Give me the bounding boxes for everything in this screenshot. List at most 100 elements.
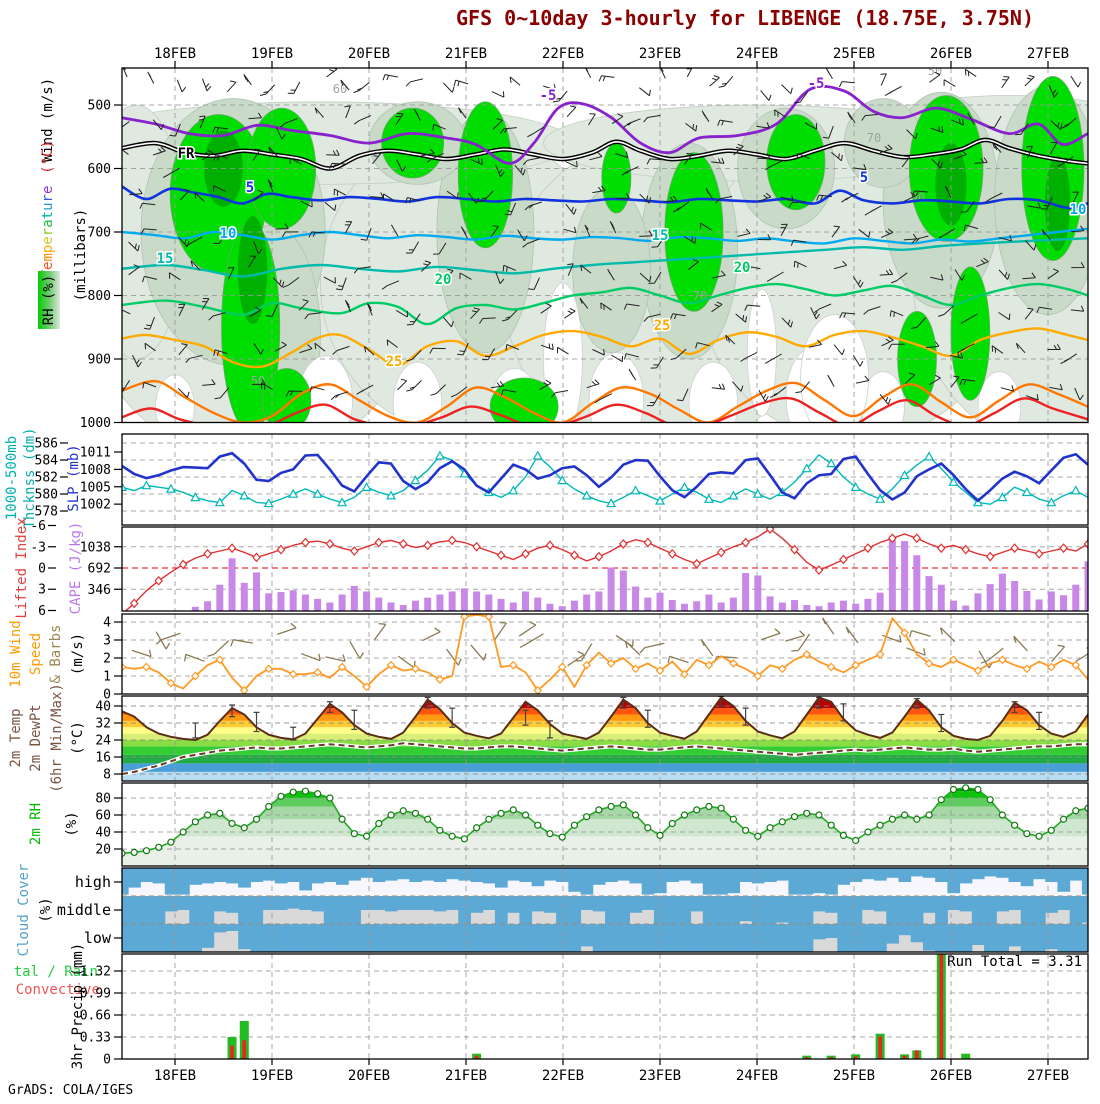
rh-marker	[375, 819, 383, 828]
li-marker	[545, 540, 555, 551]
panel-border	[121, 433, 1089, 526]
cape-bar	[619, 570, 627, 611]
wind-speed-marker	[631, 664, 640, 674]
cloud-bar-low	[122, 924, 129, 952]
wind-barb	[733, 264, 747, 273]
precip-convective-bar	[474, 1055, 479, 1059]
cloud-bar-high	[751, 868, 765, 884]
wind-barb-10m	[791, 633, 811, 652]
wind-barb	[623, 118, 641, 128]
cloud-bar-middle	[1045, 896, 1058, 913]
wind-barb	[214, 387, 230, 400]
wind-barb-10m	[909, 629, 931, 638]
wind-barb	[248, 255, 257, 268]
cloud-bar-high	[898, 868, 912, 882]
wind-barb	[178, 343, 188, 356]
wind-barb	[1015, 342, 1026, 354]
wind-barb	[780, 195, 794, 202]
wind-barb	[592, 348, 605, 356]
contour-value-label: 25	[386, 354, 403, 370]
wind-barb	[944, 185, 952, 198]
rh-marker	[705, 802, 713, 811]
wind-barb	[717, 119, 733, 126]
wind-barb	[213, 231, 227, 244]
wind-barb	[202, 379, 216, 386]
wind-barb	[468, 192, 480, 204]
dewpoint-line	[122, 742, 1088, 775]
wind-barb	[178, 303, 186, 317]
tick-label: 0.33	[80, 1030, 111, 1045]
cloud-bar-high	[397, 868, 410, 880]
wind-barb	[687, 259, 699, 270]
cloud-bar-middle	[776, 896, 789, 923]
cloud-bar-low	[262, 924, 276, 952]
minmax-whisker	[522, 709, 529, 726]
wind-barb	[522, 238, 540, 248]
wind-barb	[1070, 75, 1082, 88]
wind-barb	[852, 355, 864, 367]
contour-isotherm-20	[122, 282, 1088, 326]
cloud-bar-high	[1057, 868, 1071, 892]
wind-barb-10m	[325, 654, 346, 662]
wind-barb	[685, 122, 698, 132]
wind-barb-10m	[207, 640, 230, 657]
cloud-bar-middle	[1008, 896, 1022, 910]
wind-barb	[831, 225, 841, 238]
panel-precip	[121, 953, 1089, 1060]
cloud-bar-high	[605, 868, 618, 882]
wind-barb-10m	[446, 648, 462, 666]
wind-barb	[213, 349, 228, 356]
panel-border	[121, 526, 1089, 612]
thickness-marker	[122, 481, 128, 491]
cloud-bar-low	[763, 924, 777, 952]
cape-bar	[791, 600, 799, 611]
cloud-bar-low	[213, 924, 227, 933]
wind-barb	[756, 122, 770, 129]
cloud-bar-middle	[507, 896, 520, 913]
li-marker	[667, 548, 677, 559]
wind-barb	[1070, 305, 1085, 312]
cloud-bar-middle	[177, 896, 190, 910]
minmax-whisker	[1036, 711, 1043, 730]
cloud-bar-low	[421, 924, 435, 952]
cloud-bar-low	[984, 924, 997, 952]
wind10m-label-3: & Barbs	[48, 624, 64, 683]
wind-barb	[796, 152, 810, 160]
thickness-marker	[875, 493, 886, 503]
cloud-bar-low	[874, 924, 887, 952]
cloud-bar-low	[360, 924, 374, 952]
wind-barb	[881, 336, 894, 347]
slp-label: SLP (mb)	[66, 444, 82, 511]
cloud-bar-low	[849, 924, 863, 952]
wind-speed-marker	[337, 662, 347, 672]
wind-speed-marker	[557, 662, 567, 672]
wind-barb	[672, 201, 690, 213]
cape-bar	[693, 601, 701, 611]
wind-barb	[490, 225, 499, 238]
tick-label: 1	[103, 670, 111, 685]
wind-barb	[891, 272, 908, 284]
contour-value-label: 10	[220, 226, 237, 242]
precip-convective-label: Convective	[16, 982, 100, 998]
wind-speed-marker	[460, 614, 469, 621]
rh-marker	[570, 821, 579, 829]
cloud-bar-middle	[189, 896, 202, 924]
contour-isotherm-10	[122, 227, 1088, 245]
rh-marker	[1035, 832, 1043, 840]
rh-marker	[815, 811, 823, 819]
cloud-bar-low	[935, 924, 948, 952]
tick-label: 2	[103, 652, 111, 667]
cloud-bar-high	[470, 868, 484, 882]
rh-marker	[839, 831, 848, 840]
rh-marker	[155, 843, 163, 851]
wind-barb	[551, 390, 569, 398]
precip-convective-bar	[853, 1056, 858, 1059]
wind-barb	[275, 127, 286, 140]
thickness-marker	[190, 492, 201, 502]
rh-marker	[790, 813, 799, 821]
wind-barb	[911, 190, 928, 197]
cloud-bar-high	[152, 868, 166, 884]
rh-marker	[1023, 830, 1031, 838]
wind-barb-10m	[939, 627, 956, 643]
wind-speed-marker	[386, 660, 396, 670]
